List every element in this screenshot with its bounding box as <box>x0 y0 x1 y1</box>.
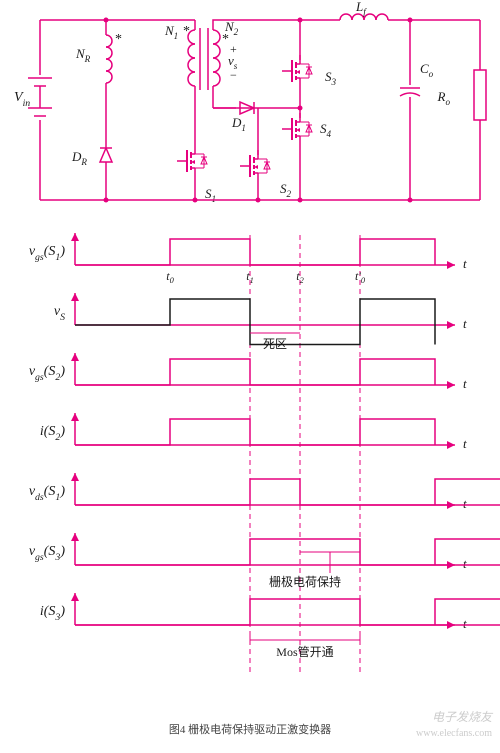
svg-text:*: * <box>222 32 229 47</box>
svg-text:vS: vS <box>54 304 65 323</box>
svg-text:i(S3): i(S3) <box>40 604 65 623</box>
svg-text:vgs(S3): vgs(S3) <box>29 544 66 563</box>
svg-text:S1: S1 <box>205 186 216 204</box>
svg-text:t: t <box>463 616 467 631</box>
svg-text:t: t <box>463 496 467 511</box>
timing-diagram: tvgs(S1)t0t1t2t'0tvS死区tvgs(S2)ti(S2)tvds… <box>0 225 500 720</box>
svg-text:Vin: Vin <box>14 90 30 109</box>
svg-text:−: − <box>230 68 237 82</box>
svg-text:i(S2): i(S2) <box>40 424 65 443</box>
svg-text:t: t <box>463 556 467 571</box>
svg-text:死区: 死区 <box>263 337 287 351</box>
svg-text:t0: t0 <box>166 269 174 286</box>
svg-text:vgs(S1): vgs(S1) <box>29 244 66 263</box>
circuit-schematic: VinNR*DRN1*S1N2*+vs−LfD1S3S4S2CoRo <box>0 0 500 215</box>
svg-text:vds(S1): vds(S1) <box>29 484 66 503</box>
svg-text:S3: S3 <box>325 69 337 87</box>
svg-text:Co: Co <box>420 61 434 79</box>
svg-text:S4: S4 <box>320 121 332 139</box>
svg-text:NR: NR <box>75 46 91 64</box>
svg-text:t: t <box>463 436 467 451</box>
svg-text:vgs(S2): vgs(S2) <box>29 364 66 383</box>
svg-text:t'0: t'0 <box>355 269 366 286</box>
svg-text:t: t <box>463 376 467 391</box>
svg-text:*: * <box>183 24 190 39</box>
svg-text:*: * <box>115 32 122 47</box>
svg-text:S2: S2 <box>280 181 292 199</box>
svg-text:D1: D1 <box>231 115 246 133</box>
svg-text:Mos管开通: Mos管开通 <box>276 644 333 659</box>
svg-text:N1: N1 <box>164 23 178 41</box>
svg-text:DR: DR <box>71 149 87 167</box>
svg-text:栅极电荷保持: 栅极电荷保持 <box>269 574 341 589</box>
svg-text:t: t <box>463 316 467 331</box>
svg-text:t: t <box>463 256 467 271</box>
figure-caption: 图4 栅极电荷保持驱动正激变换器 <box>0 721 500 737</box>
svg-text:Ro: Ro <box>437 89 451 107</box>
